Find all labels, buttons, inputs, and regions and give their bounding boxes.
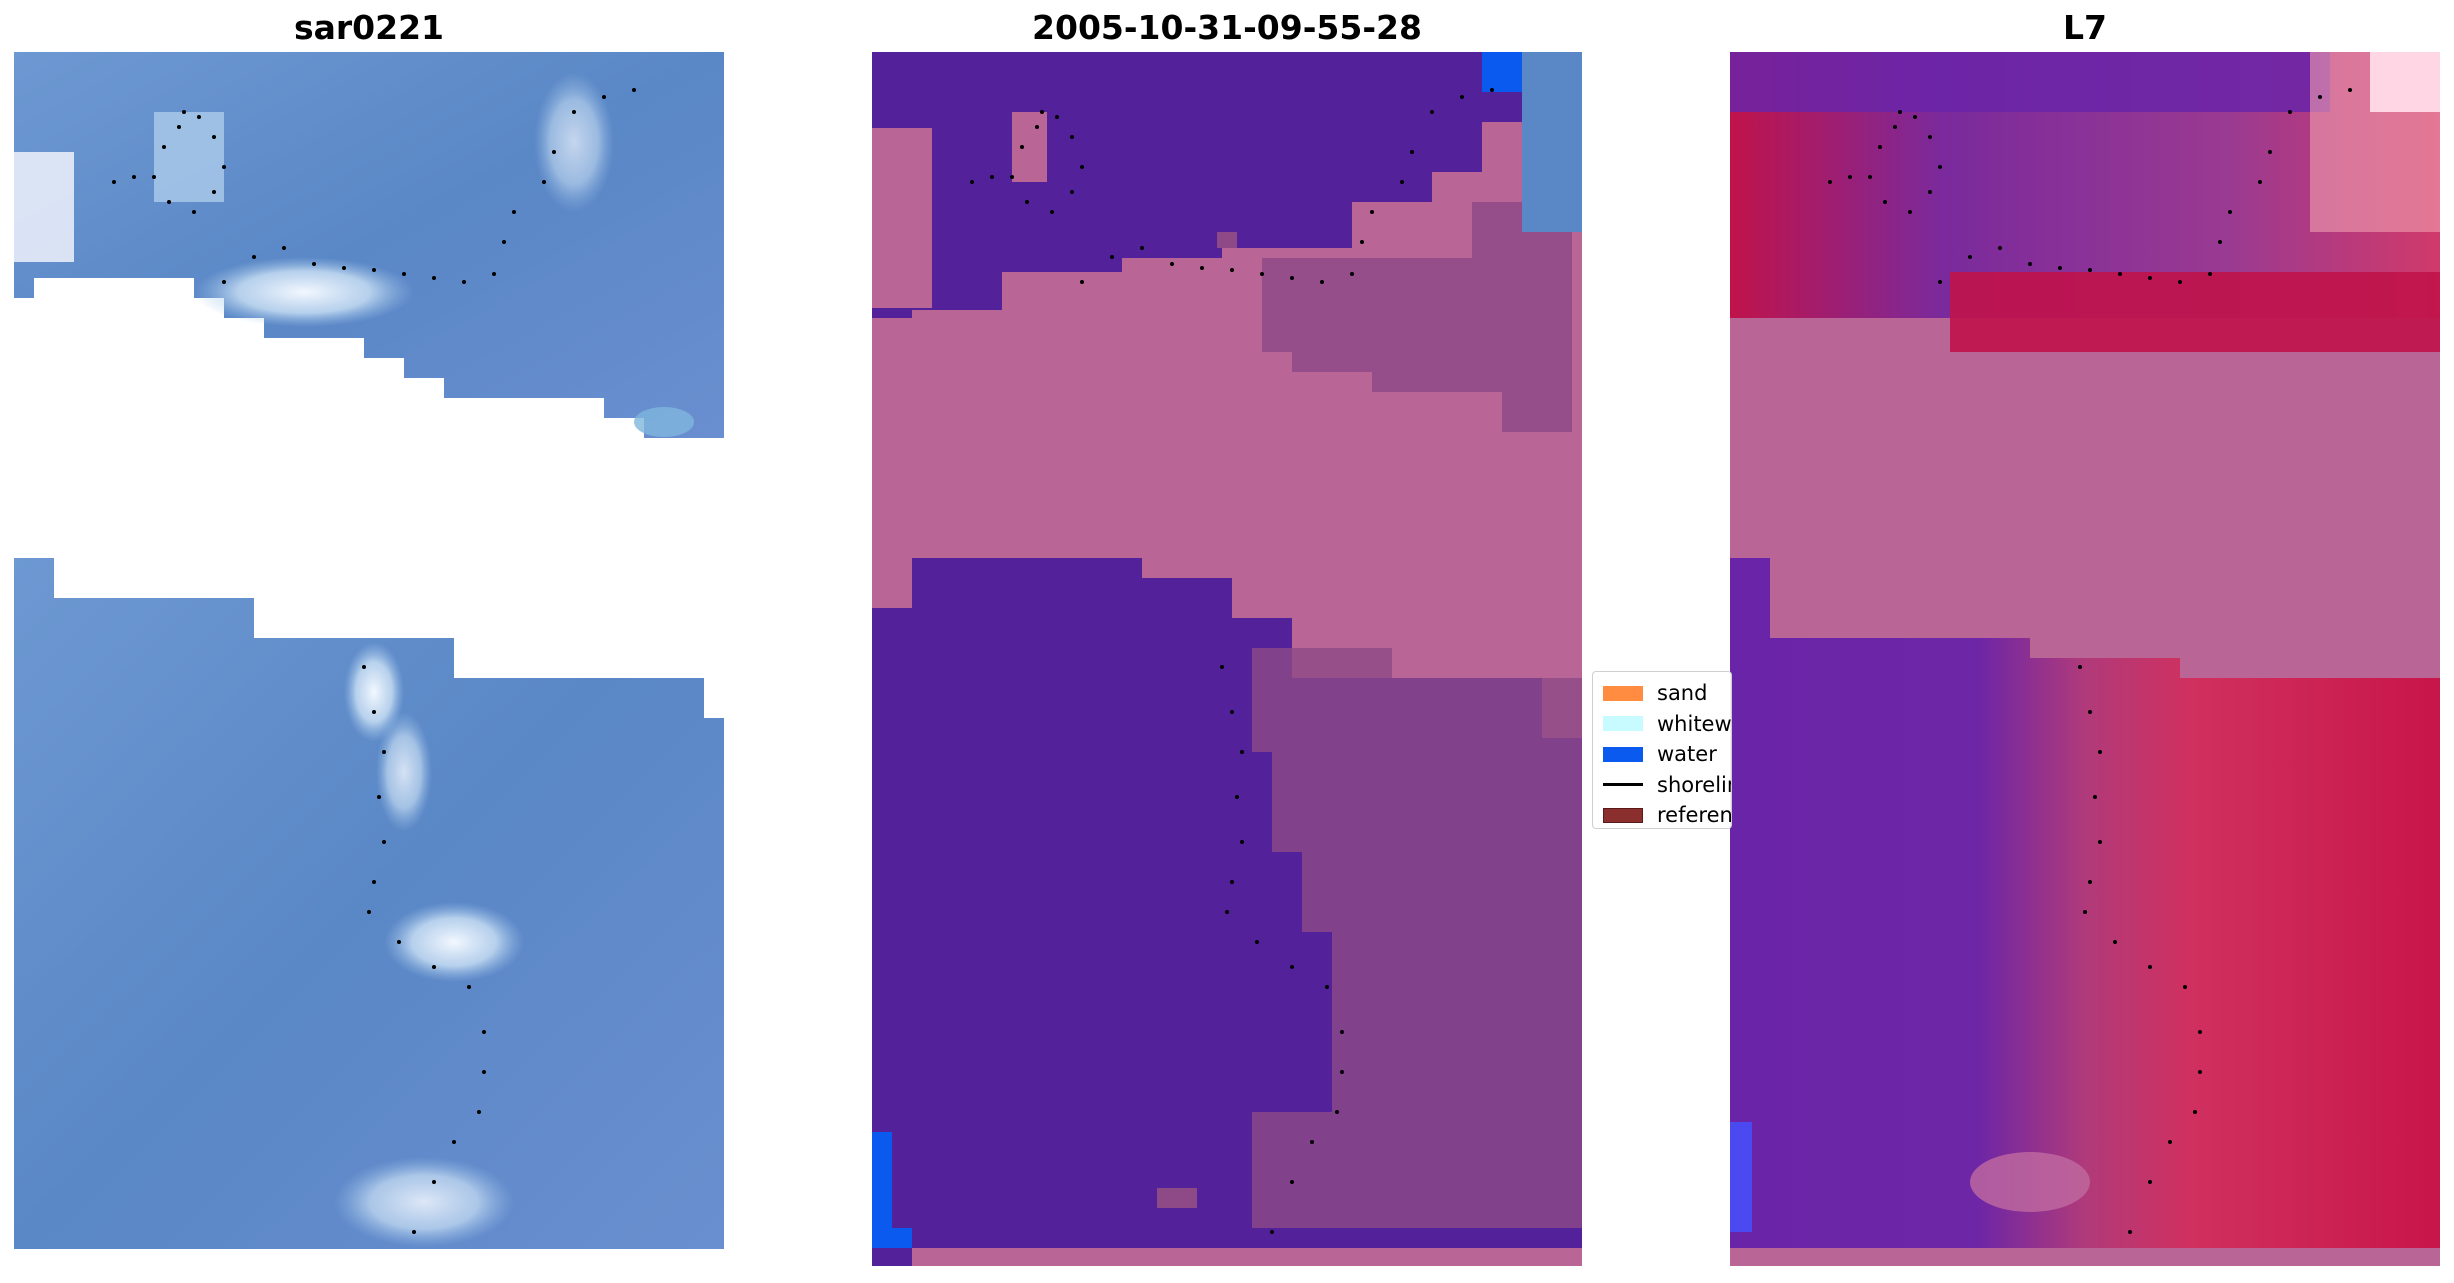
legend-label: whitewater bbox=[1657, 711, 1732, 736]
satellite-rgb-panel bbox=[14, 52, 724, 1266]
shoreline-line-icon bbox=[1603, 783, 1643, 787]
legend-label: reference shoreline bbox=[1657, 803, 1732, 828]
legend-item-whitewater: whitewater bbox=[1603, 709, 1731, 740]
legend-item-water: water bbox=[1603, 739, 1731, 770]
classified-image-panel bbox=[872, 52, 1582, 1266]
legend-item-shoreline: shoreline bbox=[1603, 770, 1731, 801]
panel-title-l7: L7 bbox=[2063, 8, 2107, 47]
water-swatch-icon bbox=[1603, 746, 1643, 762]
legend-label: water bbox=[1657, 742, 1717, 767]
legend: sand whitewater water shoreline referenc… bbox=[1592, 671, 1732, 829]
legend-label: shoreline bbox=[1657, 772, 1731, 797]
legend-item-sand: sand bbox=[1603, 678, 1731, 709]
legend-label: sand bbox=[1657, 681, 1708, 706]
reference-swatch-icon bbox=[1603, 807, 1643, 823]
sand-swatch-icon bbox=[1603, 685, 1643, 701]
whitewater-swatch-icon bbox=[1603, 716, 1643, 732]
panel-title-classified: 2005-10-31-09-55-28 bbox=[1032, 8, 1422, 47]
l7-image-panel bbox=[1730, 52, 2440, 1266]
panel-title-sar0221: sar0221 bbox=[293, 8, 445, 47]
legend-item-reference-shoreline: reference shoreline bbox=[1603, 800, 1732, 828]
